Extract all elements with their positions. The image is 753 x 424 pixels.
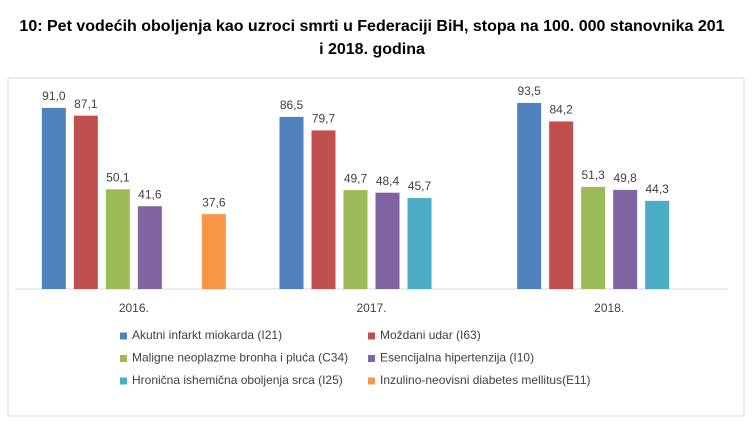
value-label: 93,5 bbox=[517, 84, 541, 98]
legend-swatch bbox=[368, 355, 375, 362]
bar bbox=[73, 115, 98, 290]
bar bbox=[375, 192, 400, 289]
bar bbox=[613, 189, 638, 289]
legend-swatch bbox=[120, 355, 127, 362]
bar bbox=[407, 198, 432, 289]
x-tick-label: 2017. bbox=[356, 301, 386, 315]
chart-title: 10: Pet vodećih oboljenja kao uzroci smr… bbox=[19, 18, 724, 35]
value-label: 41,6 bbox=[138, 187, 162, 201]
value-label: 79,7 bbox=[312, 112, 336, 126]
legend-label: Akutni infarkt miokarda (I21) bbox=[132, 328, 282, 342]
legend-label: Inzulino-neovisni diabetes mellitus(E11) bbox=[380, 373, 591, 387]
value-label: 48,4 bbox=[376, 174, 400, 188]
legend-label: Moždani udar (I63) bbox=[380, 328, 481, 342]
value-label: 51,3 bbox=[581, 168, 605, 182]
value-label: 49,7 bbox=[344, 171, 368, 185]
bar bbox=[311, 130, 336, 289]
bar bbox=[343, 190, 368, 289]
bar bbox=[645, 200, 670, 289]
chart-title: i 2018. godina bbox=[319, 41, 425, 58]
bar bbox=[549, 121, 574, 289]
x-tick-label: 2018. bbox=[594, 301, 624, 315]
legend-label: Hronična ishemična oboljenja srca (I25) bbox=[132, 373, 343, 387]
value-label: 45,7 bbox=[408, 179, 432, 193]
value-label: 87,1 bbox=[74, 97, 98, 111]
bar bbox=[137, 206, 162, 289]
legend-swatch bbox=[120, 332, 127, 340]
legend-swatch bbox=[120, 377, 127, 385]
value-label: 44,3 bbox=[645, 182, 669, 196]
bar bbox=[201, 214, 226, 289]
bar bbox=[581, 186, 606, 289]
x-tick-label: 2016. bbox=[119, 301, 149, 315]
bar bbox=[105, 189, 130, 289]
value-label: 86,5 bbox=[280, 98, 304, 112]
legend-swatch bbox=[368, 377, 375, 385]
value-label: 84,2 bbox=[549, 103, 573, 117]
bar bbox=[517, 102, 542, 289]
legend-swatch bbox=[368, 332, 375, 340]
legend-label: Esencijalna hipertenzija (I10) bbox=[380, 351, 534, 365]
value-label: 49,8 bbox=[613, 171, 637, 185]
bar bbox=[279, 116, 304, 290]
value-label: 50,1 bbox=[106, 170, 130, 184]
value-label: 37,6 bbox=[202, 195, 226, 209]
legend-label: Maligne neoplazme bronha i pluća (C34) bbox=[132, 351, 348, 365]
value-label: 91,0 bbox=[42, 89, 66, 103]
bar bbox=[41, 107, 66, 289]
